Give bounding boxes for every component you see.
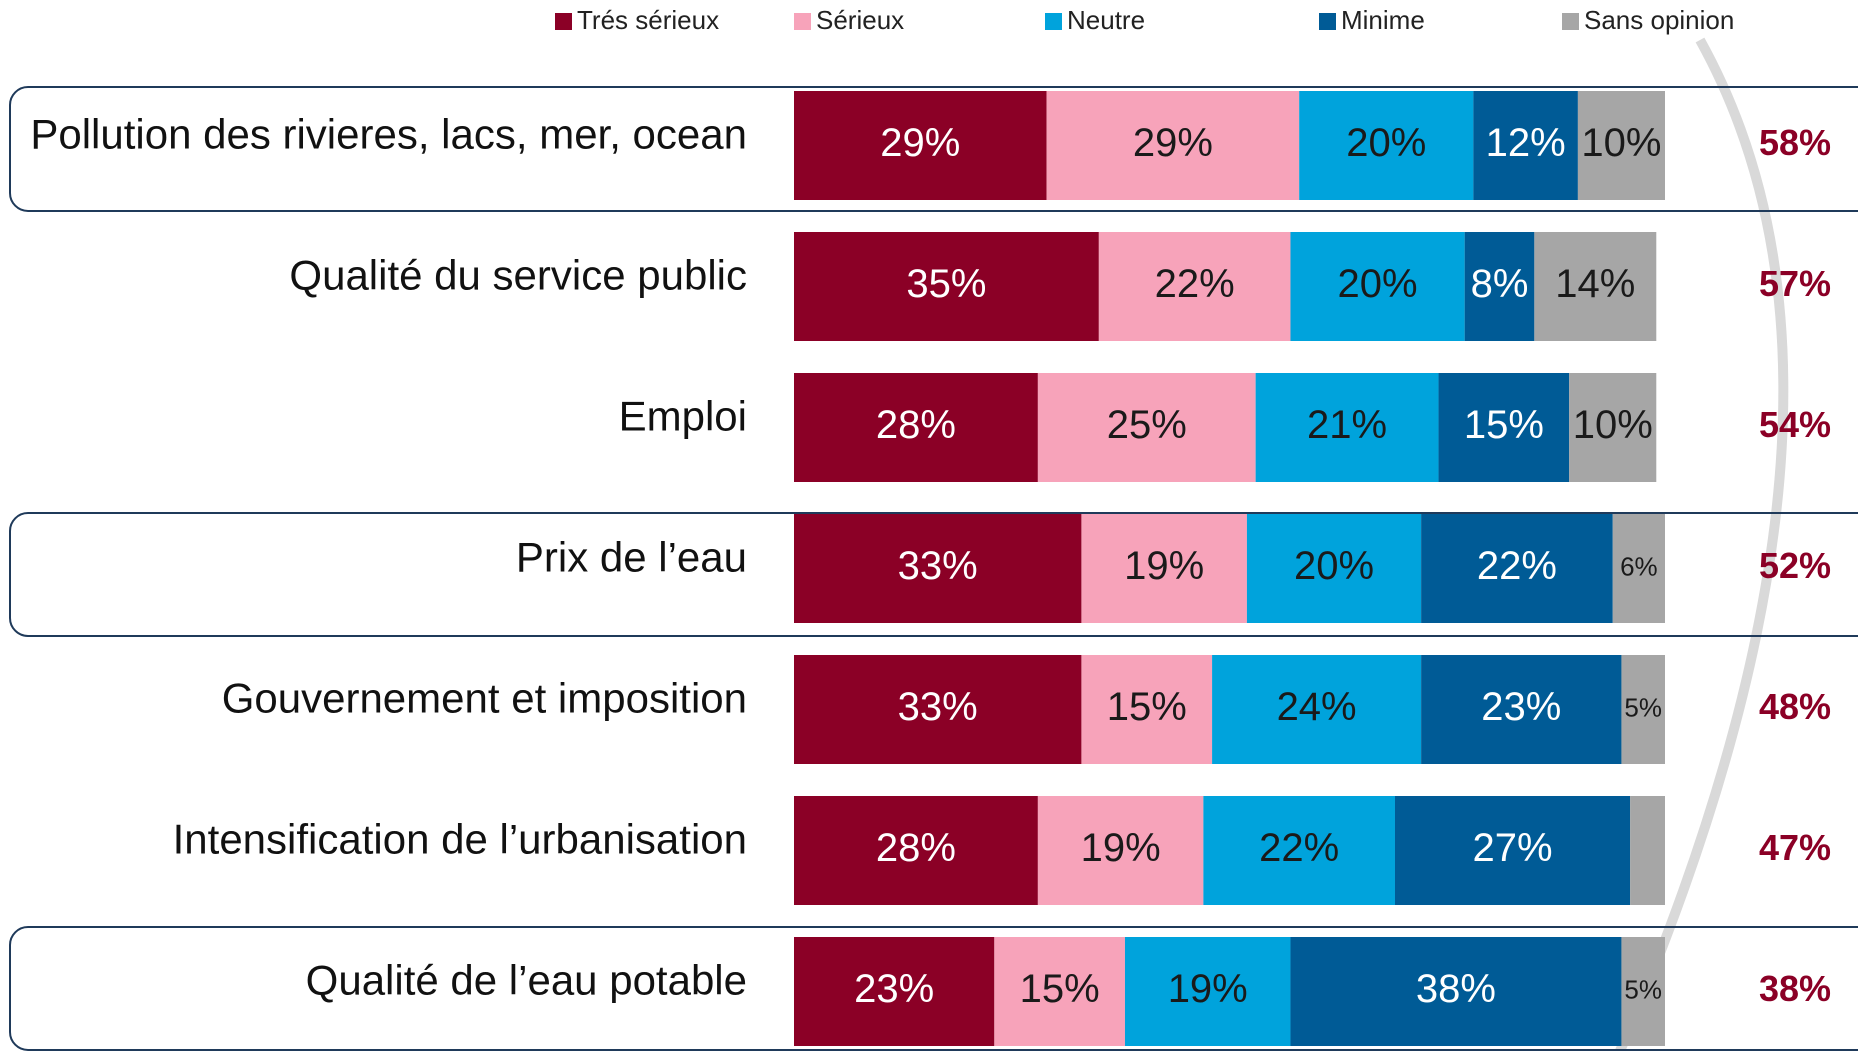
decorative-arc [1615,37,1789,1051]
value-label: 12% [1486,121,1566,165]
bar-segment [1124,937,1291,1046]
legend-label: Neutre [1067,5,1145,35]
value-label: 20% [1346,121,1426,165]
bar-segment [1421,514,1613,623]
value-label: 25% [1107,403,1187,447]
value-label: 8% [1471,262,1529,306]
bar-segment [994,937,1125,1046]
legend-swatch [794,13,811,30]
bar-segment [794,91,1047,200]
value-label: 29% [1133,121,1213,165]
bar-segment [1577,91,1665,200]
bar-segment [1081,514,1247,623]
bar-segment [1438,373,1570,482]
highlight-box [9,926,1858,1051]
bar-segment [1098,232,1291,341]
value-label: 15% [1464,403,1544,447]
total-label: 52% [1759,545,1831,586]
bar-segment [1534,232,1657,341]
bar-segment [794,937,995,1046]
value-label: 15% [1107,685,1187,729]
total-label: 54% [1759,404,1831,445]
bar-segment [794,514,1082,623]
value-label: 33% [898,544,978,588]
category-label: Qualité de l’eau potable [306,957,747,1004]
total-label: 57% [1759,263,1831,304]
value-label: 23% [1481,685,1561,729]
total-label: 47% [1759,827,1831,868]
value-label: 19% [1124,544,1204,588]
value-label: 14% [1555,262,1635,306]
value-label: 24% [1277,685,1357,729]
value-label: 10% [1573,403,1653,447]
bar-segment [1394,796,1631,905]
value-label: 15% [1020,967,1100,1011]
value-label: 19% [1081,826,1161,870]
bar-segment [1255,373,1439,482]
value-label: 22% [1477,544,1557,588]
total-label: 58% [1759,122,1831,163]
bar-segment [1464,232,1535,341]
bar-segment [1246,514,1422,623]
value-label: 22% [1155,262,1235,306]
bar-segment [1421,655,1622,764]
value-label: 28% [876,826,956,870]
category-label: Gouvernement et imposition [222,675,747,722]
legend-label: Trés sérieux [577,5,719,35]
bar-segment [1212,655,1422,764]
bar-segment [1473,91,1578,200]
value-label: 6% [1620,551,1658,581]
value-label: 33% [898,685,978,729]
bar-segment [1081,655,1213,764]
bar-segment [1037,796,1204,905]
value-label: 28% [876,403,956,447]
value-label: 10% [1581,121,1661,165]
category-label: Intensification de l’urbanisation [173,816,747,863]
total-label: 38% [1759,968,1831,1009]
category-label: Prix de l’eau [516,534,747,581]
total-label: 48% [1759,686,1831,727]
legend-swatch [555,13,572,30]
bar-segment [1621,937,1665,1046]
value-label: 21% [1307,403,1387,447]
highlight-box [9,86,1858,212]
value-label: 5% [1624,974,1662,1004]
bar-segment [1203,796,1395,905]
value-label: 35% [906,262,986,306]
category-label: Pollution des rivieres, lacs, mer, ocean [30,111,747,158]
legend-swatch [1562,13,1579,30]
bar-segment [1290,232,1465,341]
bar-segment [794,373,1038,482]
bar-segment [794,655,1082,764]
highlight-box [9,512,1858,637]
bar-segment [1037,373,1256,482]
value-label: 20% [1294,544,1374,588]
value-label: 27% [1473,826,1553,870]
category-label: Emploi [619,393,747,440]
value-label: 38% [1416,967,1496,1011]
value-label: 5% [1624,692,1662,722]
legend-label: Minime [1341,5,1425,35]
value-label: 19% [1168,967,1248,1011]
legend-label: Sérieux [816,5,904,35]
value-label: 29% [880,121,960,165]
bar-segment [1612,514,1665,623]
bar-segment [1621,655,1665,764]
bar-segment [1299,91,1474,200]
bar-segment [1290,937,1622,1046]
legend-swatch [1045,13,1062,30]
value-label: 20% [1338,262,1418,306]
bar-segment [1046,91,1300,200]
category-label: Qualité du service public [289,252,747,299]
bar-segment [794,232,1099,341]
bar-segment [1630,796,1665,905]
bar-segment [1569,373,1657,482]
legend-label: Sans opinion [1584,5,1734,35]
value-label: 22% [1259,826,1339,870]
bar-segment [794,796,1038,905]
value-label: 23% [854,967,934,1011]
legend-swatch [1319,13,1336,30]
